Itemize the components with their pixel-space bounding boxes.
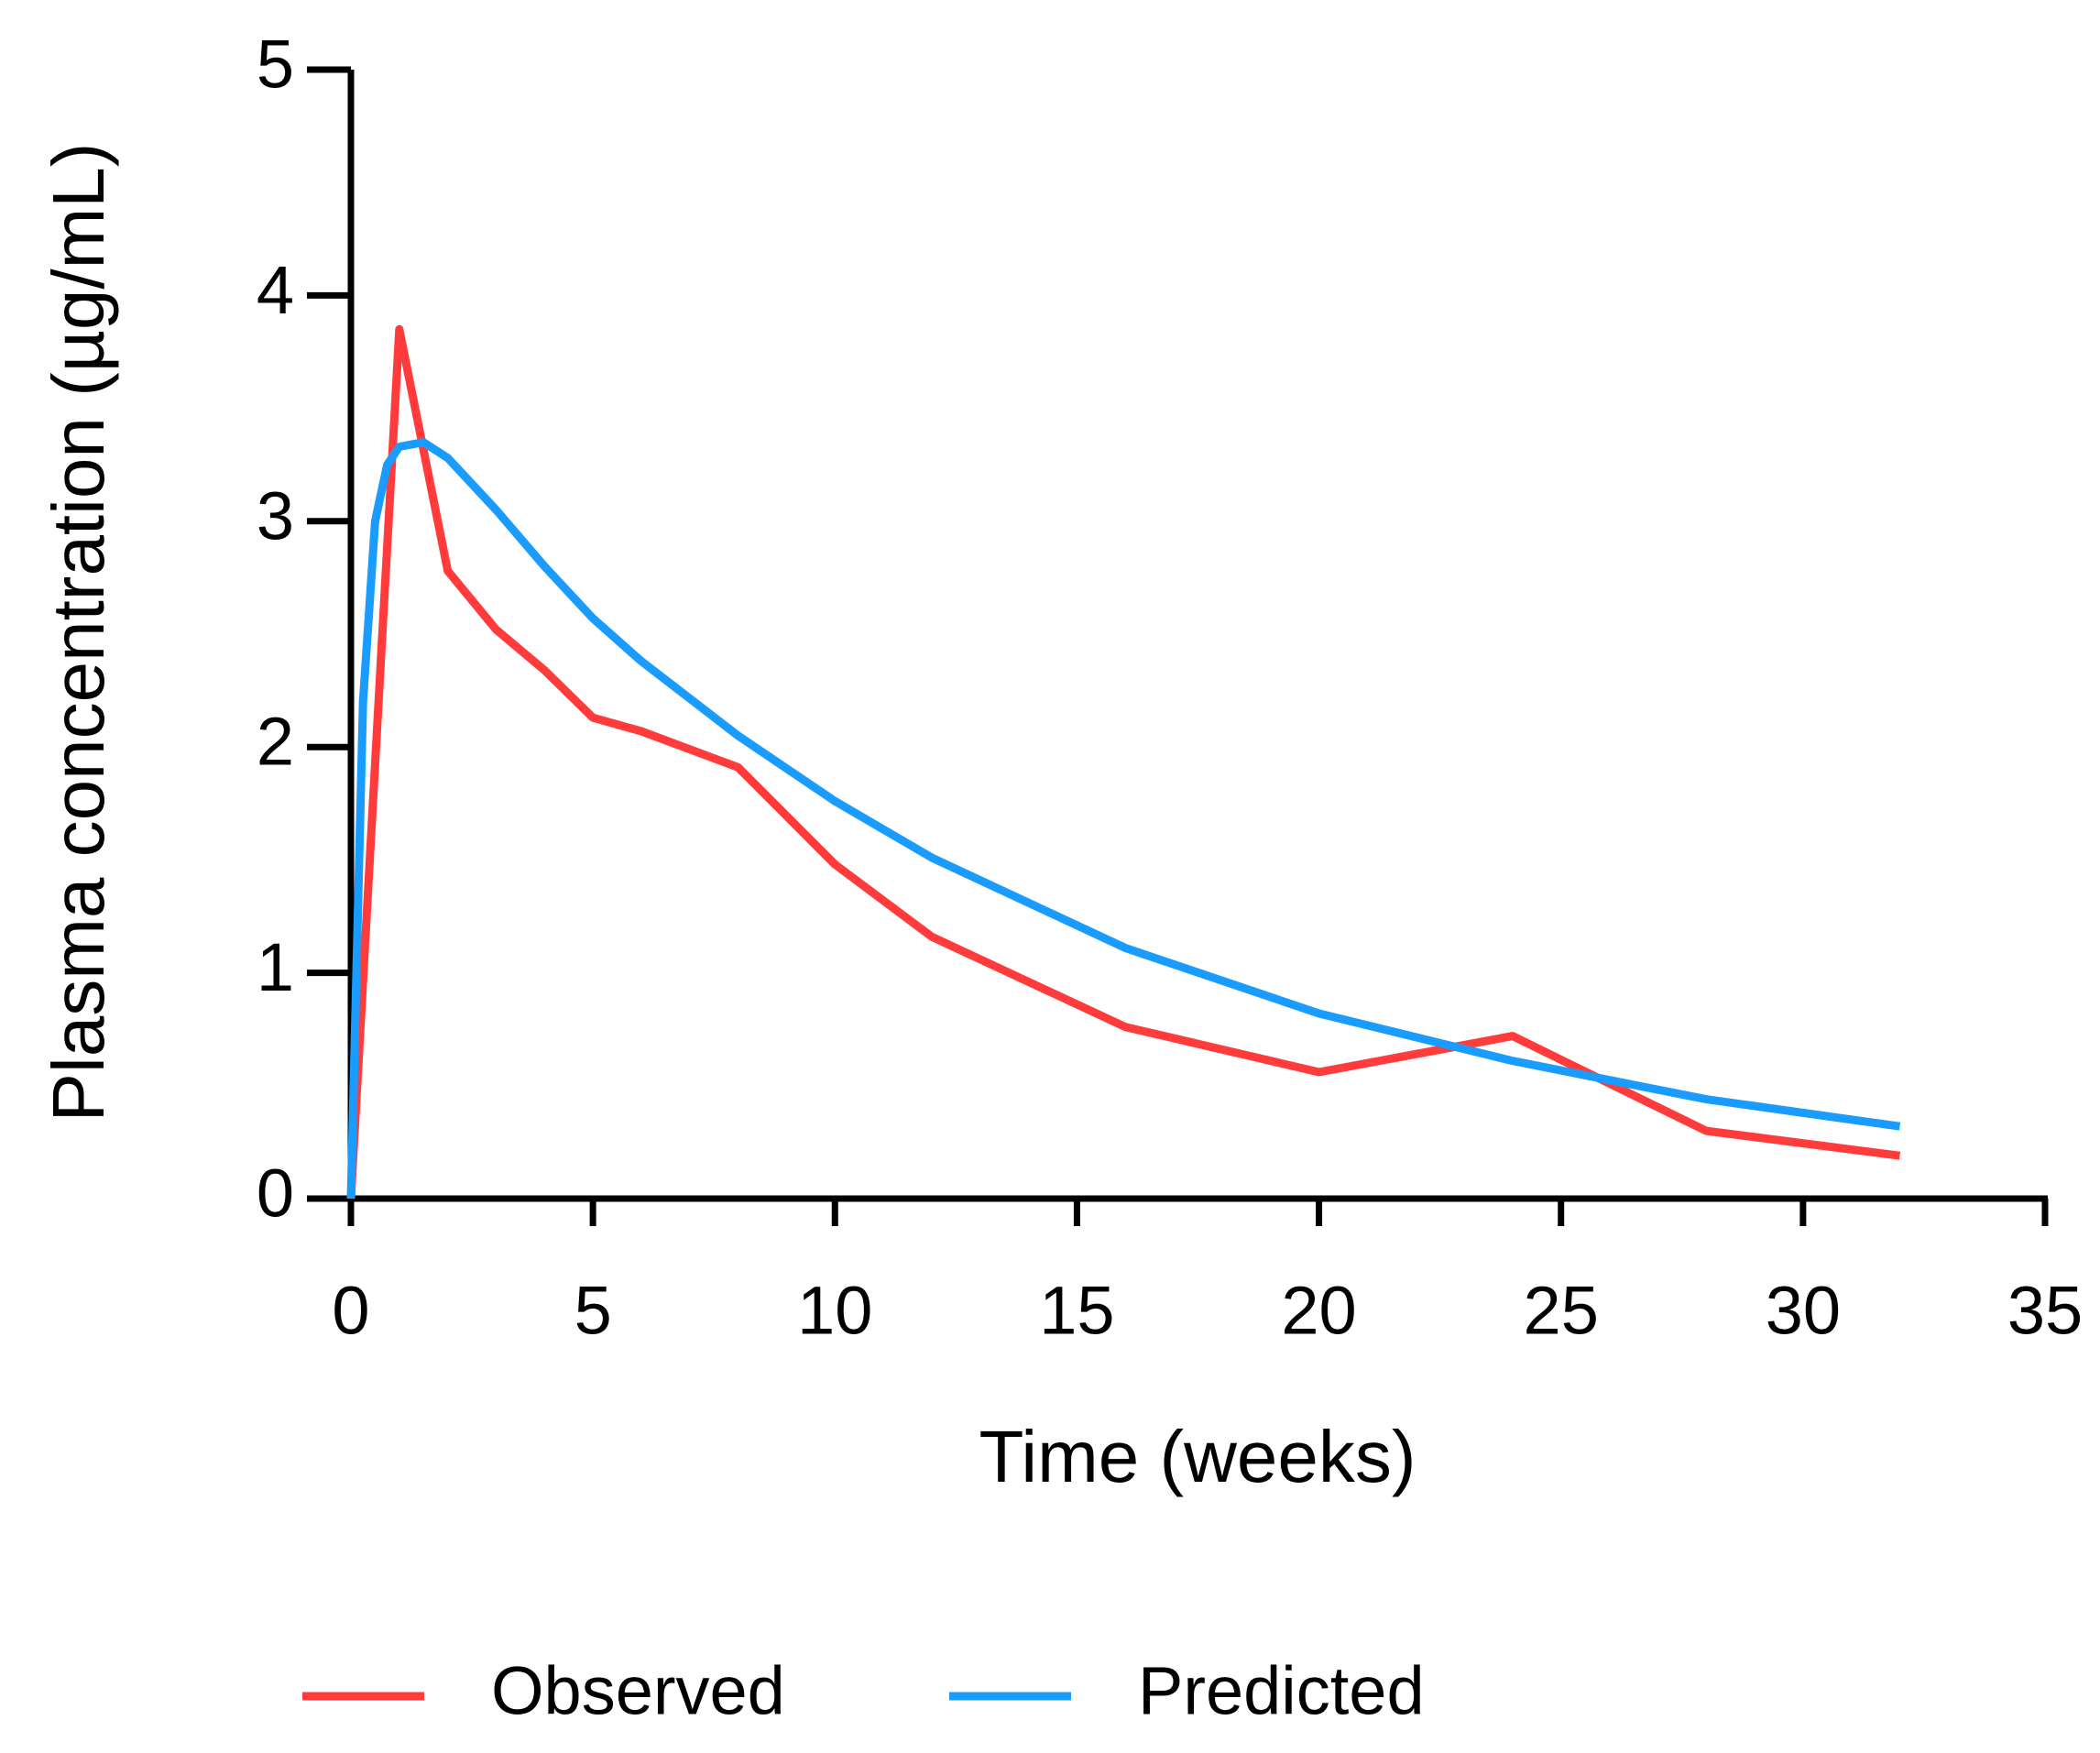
x-tick-label: 20 [1281, 1273, 1356, 1349]
x-axis-title: Time (weeks) [979, 1416, 1416, 1497]
y-tick-label: 5 [257, 27, 294, 103]
x-tick-label: 5 [574, 1273, 612, 1349]
y-tick-label: 1 [257, 929, 294, 1005]
x-tick-label: 25 [1524, 1273, 1599, 1349]
x-tick-label: 10 [797, 1273, 872, 1349]
x-tick-label: 15 [1039, 1273, 1114, 1349]
x-tick-label: 35 [2007, 1273, 2083, 1349]
y-tick-label: 0 [257, 1156, 294, 1232]
series-line [346, 438, 1901, 1200]
legend-label: Predicted [1138, 1653, 1425, 1729]
y-tick-label: 4 [257, 252, 294, 328]
legend-label: Observed [491, 1653, 785, 1729]
y-axis-title: Plasma concentration (µg/mL) [38, 143, 119, 1123]
series-line [346, 324, 1901, 1200]
y-tick-label: 2 [257, 704, 294, 780]
x-tick-label: 30 [1766, 1273, 1841, 1349]
x-tick-label: 0 [332, 1273, 369, 1349]
y-tick-label: 3 [257, 477, 294, 553]
